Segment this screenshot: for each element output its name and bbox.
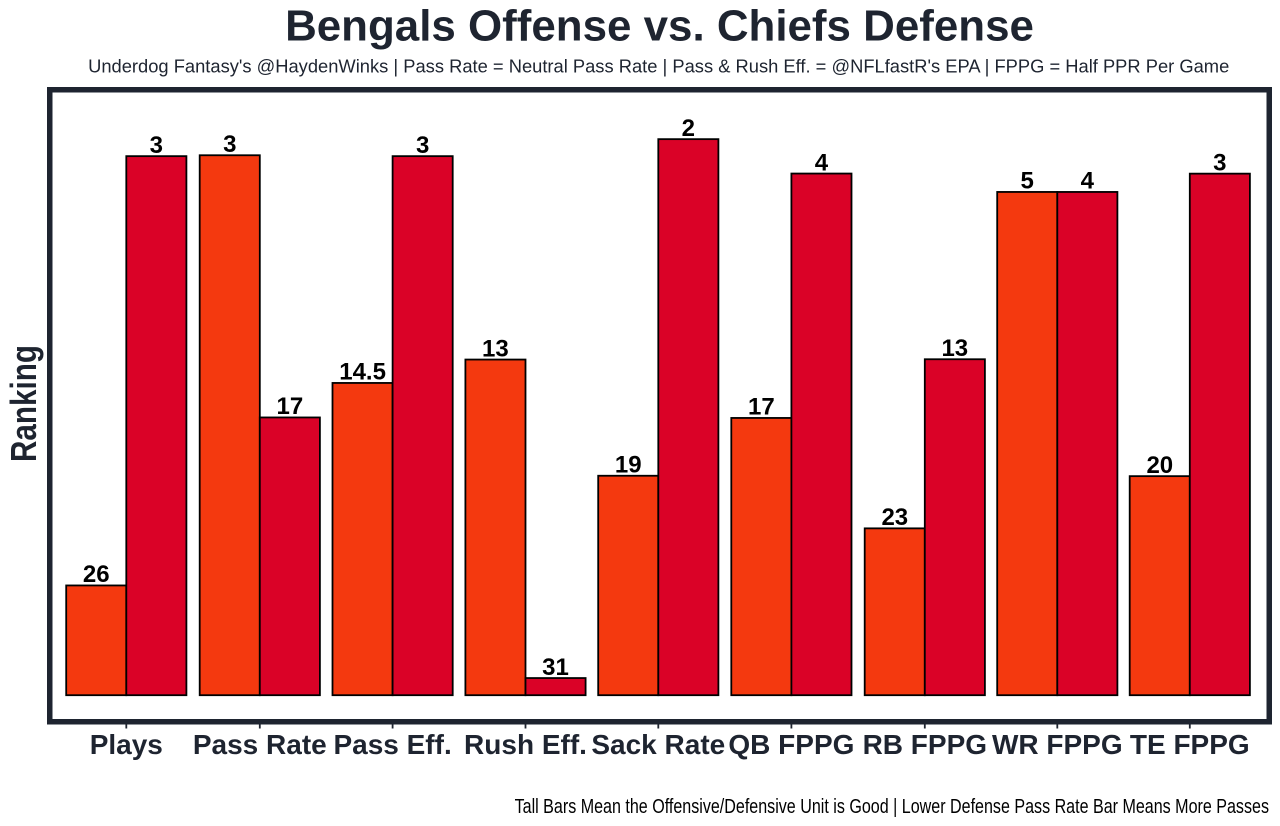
- svg-text:3: 3: [223, 131, 236, 158]
- svg-text:Rush Eff.: Rush Eff.: [464, 729, 587, 760]
- svg-text:Plays: Plays: [90, 729, 163, 760]
- svg-text:3: 3: [1213, 149, 1226, 176]
- svg-text:QB FPPG: QB FPPG: [728, 729, 854, 760]
- svg-text:Tall Bars Mean the Offensive/D: Tall Bars Mean the Offensive/Defensive U…: [515, 796, 1269, 818]
- svg-text:23: 23: [881, 504, 908, 531]
- svg-text:TE FPPG: TE FPPG: [1130, 729, 1250, 760]
- svg-text:17: 17: [748, 394, 775, 421]
- svg-text:2: 2: [682, 115, 695, 142]
- svg-text:Pass Rate: Pass Rate: [193, 729, 327, 760]
- svg-text:14.5: 14.5: [339, 359, 386, 386]
- svg-text:WR FPPG: WR FPPG: [992, 729, 1123, 760]
- svg-text:Pass Eff.: Pass Eff.: [333, 729, 451, 760]
- svg-text:26: 26: [83, 561, 110, 588]
- svg-text:5: 5: [1021, 168, 1034, 195]
- svg-text:RB FPPG: RB FPPG: [863, 729, 987, 760]
- svg-text:Sack Rate: Sack Rate: [591, 729, 725, 760]
- svg-text:3: 3: [416, 132, 429, 159]
- svg-text:20: 20: [1146, 452, 1173, 479]
- svg-text:Bengals Offense vs. Chiefs Def: Bengals Offense vs. Chiefs Defense: [285, 2, 1034, 51]
- svg-text:19: 19: [615, 452, 642, 479]
- svg-text:31: 31: [542, 654, 569, 681]
- svg-text:3: 3: [150, 132, 163, 159]
- svg-text:17: 17: [277, 393, 304, 420]
- svg-text:Underdog Fantasy's @HaydenWink: Underdog Fantasy's @HaydenWinks | Pass R…: [88, 56, 1229, 77]
- svg-text:4: 4: [1081, 168, 1095, 195]
- svg-text:Ranking: Ranking: [3, 345, 44, 462]
- svg-text:4: 4: [815, 149, 829, 176]
- svg-text:13: 13: [941, 335, 968, 362]
- svg-text:13: 13: [482, 335, 509, 362]
